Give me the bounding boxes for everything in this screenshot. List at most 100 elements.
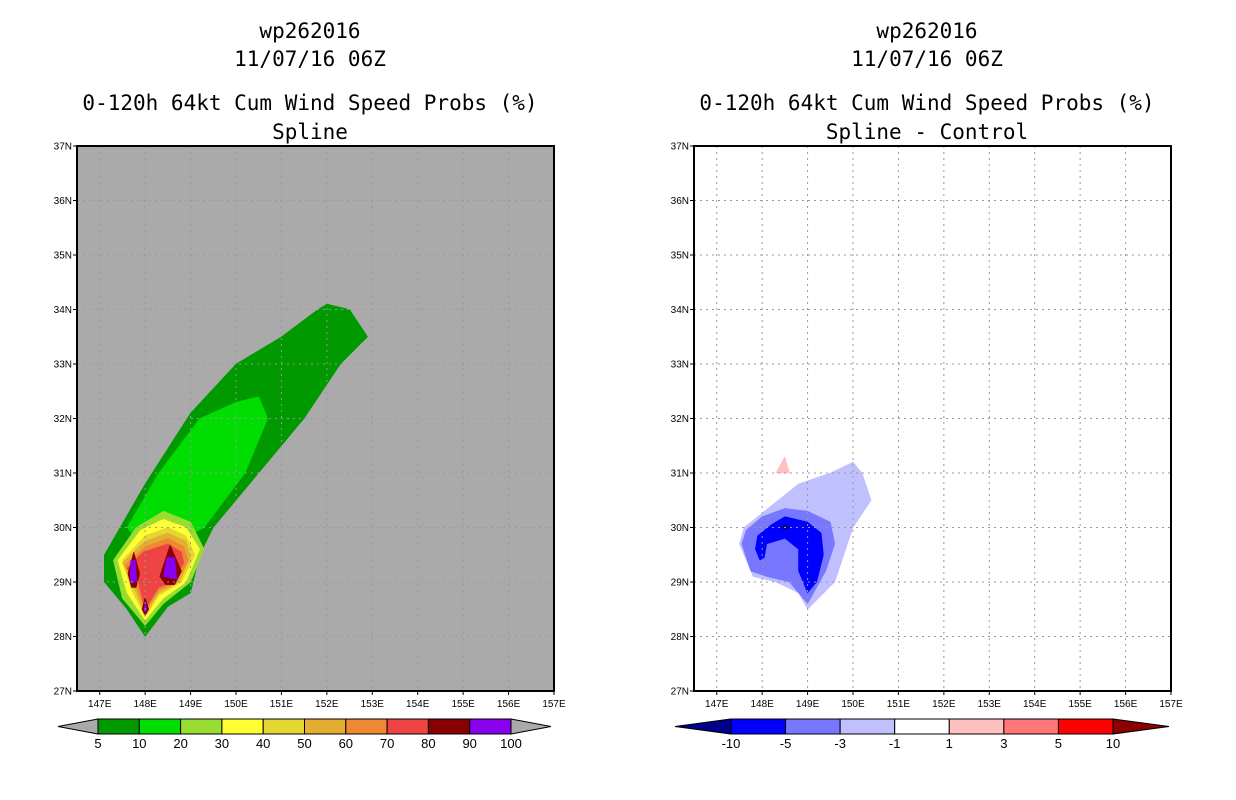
colorbar-label: 60: [339, 736, 353, 751]
y-tick-label: 35N: [54, 251, 72, 262]
colorbar-label: 100: [500, 736, 522, 751]
x-tick-label: 148E: [133, 699, 157, 710]
x-tick-label: 148E: [750, 699, 774, 710]
y-tick-label: 31N: [54, 469, 72, 480]
colorbar-label: -3: [834, 736, 846, 751]
colorbar-swatch: [304, 718, 347, 735]
y-tick-label: 34N: [671, 305, 689, 316]
colorbar-label: -5: [780, 736, 792, 751]
x-tick-label: 154E: [406, 699, 430, 710]
colorbar-label: 10: [132, 736, 146, 751]
colorbar-label: 1: [946, 736, 953, 751]
y-tick-label: 27N: [54, 687, 72, 698]
x-tick-label: 149E: [796, 699, 820, 710]
x-tick-label: 150E: [224, 699, 248, 710]
y-tick-label: 32N: [671, 414, 689, 425]
colorbar-label: 3: [1000, 736, 1007, 751]
colorbar-swatch: [1057, 718, 1114, 735]
colorbar-label: 10: [1106, 736, 1120, 751]
colorbar-label: 40: [256, 736, 270, 751]
colorbar-swatch: [785, 718, 841, 735]
colorbar-swatch: [839, 718, 896, 735]
y-tick-label: 37N: [54, 142, 72, 153]
colorbar-label: 50: [297, 736, 311, 751]
contour-90-12: [163, 557, 178, 580]
colorbar-swatch: [97, 718, 140, 735]
contour-90-13: [143, 602, 148, 614]
y-tick-label: 31N: [671, 469, 689, 480]
colorbar-swatch: [221, 718, 264, 735]
y-tick-label: 30N: [54, 523, 72, 534]
colorbar-swatch: [894, 718, 950, 735]
right-chart-subtitle: Spline - Control: [826, 120, 1028, 144]
colorbar-swatch: [427, 718, 471, 735]
y-tick-label: 35N: [671, 251, 689, 262]
y-tick-label: 28N: [671, 632, 689, 643]
colorbar-swatch: [262, 718, 306, 735]
right-storm-id: wp262016: [876, 19, 977, 43]
right-datetime: 11/07/16 06Z: [851, 47, 1003, 71]
x-tick-label: 155E: [451, 699, 475, 710]
right-panel: wp262016 11/07/16 06Z 0-120h 64kt Cum Wi…: [671, 19, 1183, 751]
right-chart-title: 0-120h 64kt Cum Wind Speed Probs (%): [699, 91, 1154, 115]
y-tick-label: 29N: [54, 578, 72, 589]
y-tick-label: 29N: [671, 578, 689, 589]
x-tick-label: 156E: [1114, 699, 1138, 710]
colorbar-under-triangle: [57, 718, 99, 735]
x-tick-label: 152E: [932, 699, 956, 710]
x-tick-label: 157E: [1159, 699, 1183, 710]
colorbar-over-triangle: [1112, 718, 1170, 735]
contour-90-11: [129, 559, 138, 583]
right-map-background: [694, 146, 1171, 691]
colorbar-swatch: [138, 718, 182, 735]
left-storm-id: wp262016: [259, 19, 360, 43]
x-tick-label: 156E: [497, 699, 521, 710]
x-tick-label: 147E: [705, 699, 729, 710]
colorbar-swatch: [180, 718, 223, 735]
contour-minus5-2: [755, 516, 824, 594]
x-tick-label: 154E: [1023, 699, 1047, 710]
colorbar-swatch: [1003, 718, 1059, 735]
colorbar-swatch: [345, 718, 388, 735]
left-datetime: 11/07/16 06Z: [234, 47, 386, 71]
y-tick-label: 37N: [671, 142, 689, 153]
colorbar-swatch: [386, 718, 429, 735]
colorbar-label: 5: [94, 736, 101, 751]
colorbar-swatch: [730, 718, 787, 735]
colorbar-label: 20: [173, 736, 187, 751]
contour-1-4: [775, 455, 790, 474]
colorbar-swatch: [469, 718, 512, 735]
colorbar-label: -1: [889, 736, 901, 751]
y-tick-label: 30N: [671, 523, 689, 534]
y-tick-label: 33N: [671, 360, 689, 371]
x-tick-label: 147E: [88, 699, 112, 710]
y-tick-label: 36N: [671, 196, 689, 207]
left-chart-title: 0-120h 64kt Cum Wind Speed Probs (%): [82, 91, 537, 115]
x-tick-label: 153E: [978, 699, 1002, 710]
colorbar-label: 80: [421, 736, 435, 751]
x-tick-label: 151E: [270, 699, 294, 710]
y-tick-label: 28N: [54, 632, 72, 643]
left-panel: wp262016 11/07/16 06Z 0-120h 64kt Cum Wi…: [54, 19, 566, 751]
x-tick-label: 151E: [887, 699, 911, 710]
y-tick-label: 27N: [671, 687, 689, 698]
x-tick-label: 152E: [315, 699, 339, 710]
colorbar-over-triangle: [510, 718, 552, 735]
colorbar-under-triangle: [674, 718, 732, 735]
x-tick-label: 150E: [841, 699, 865, 710]
y-tick-label: 33N: [54, 360, 72, 371]
y-tick-label: 36N: [54, 196, 72, 207]
x-tick-label: 149E: [179, 699, 203, 710]
y-tick-label: 32N: [54, 414, 72, 425]
colorbar-label: 5: [1055, 736, 1062, 751]
left-chart-subtitle: Spline: [272, 120, 348, 144]
y-tick-label: 34N: [54, 305, 72, 316]
colorbar-label: 90: [462, 736, 476, 751]
x-tick-label: 157E: [542, 699, 566, 710]
colorbar-swatch: [948, 718, 1005, 735]
colorbar-label: 30: [215, 736, 229, 751]
x-tick-label: 153E: [361, 699, 385, 710]
x-tick-label: 155E: [1068, 699, 1092, 710]
colorbar-label: 70: [380, 736, 394, 751]
